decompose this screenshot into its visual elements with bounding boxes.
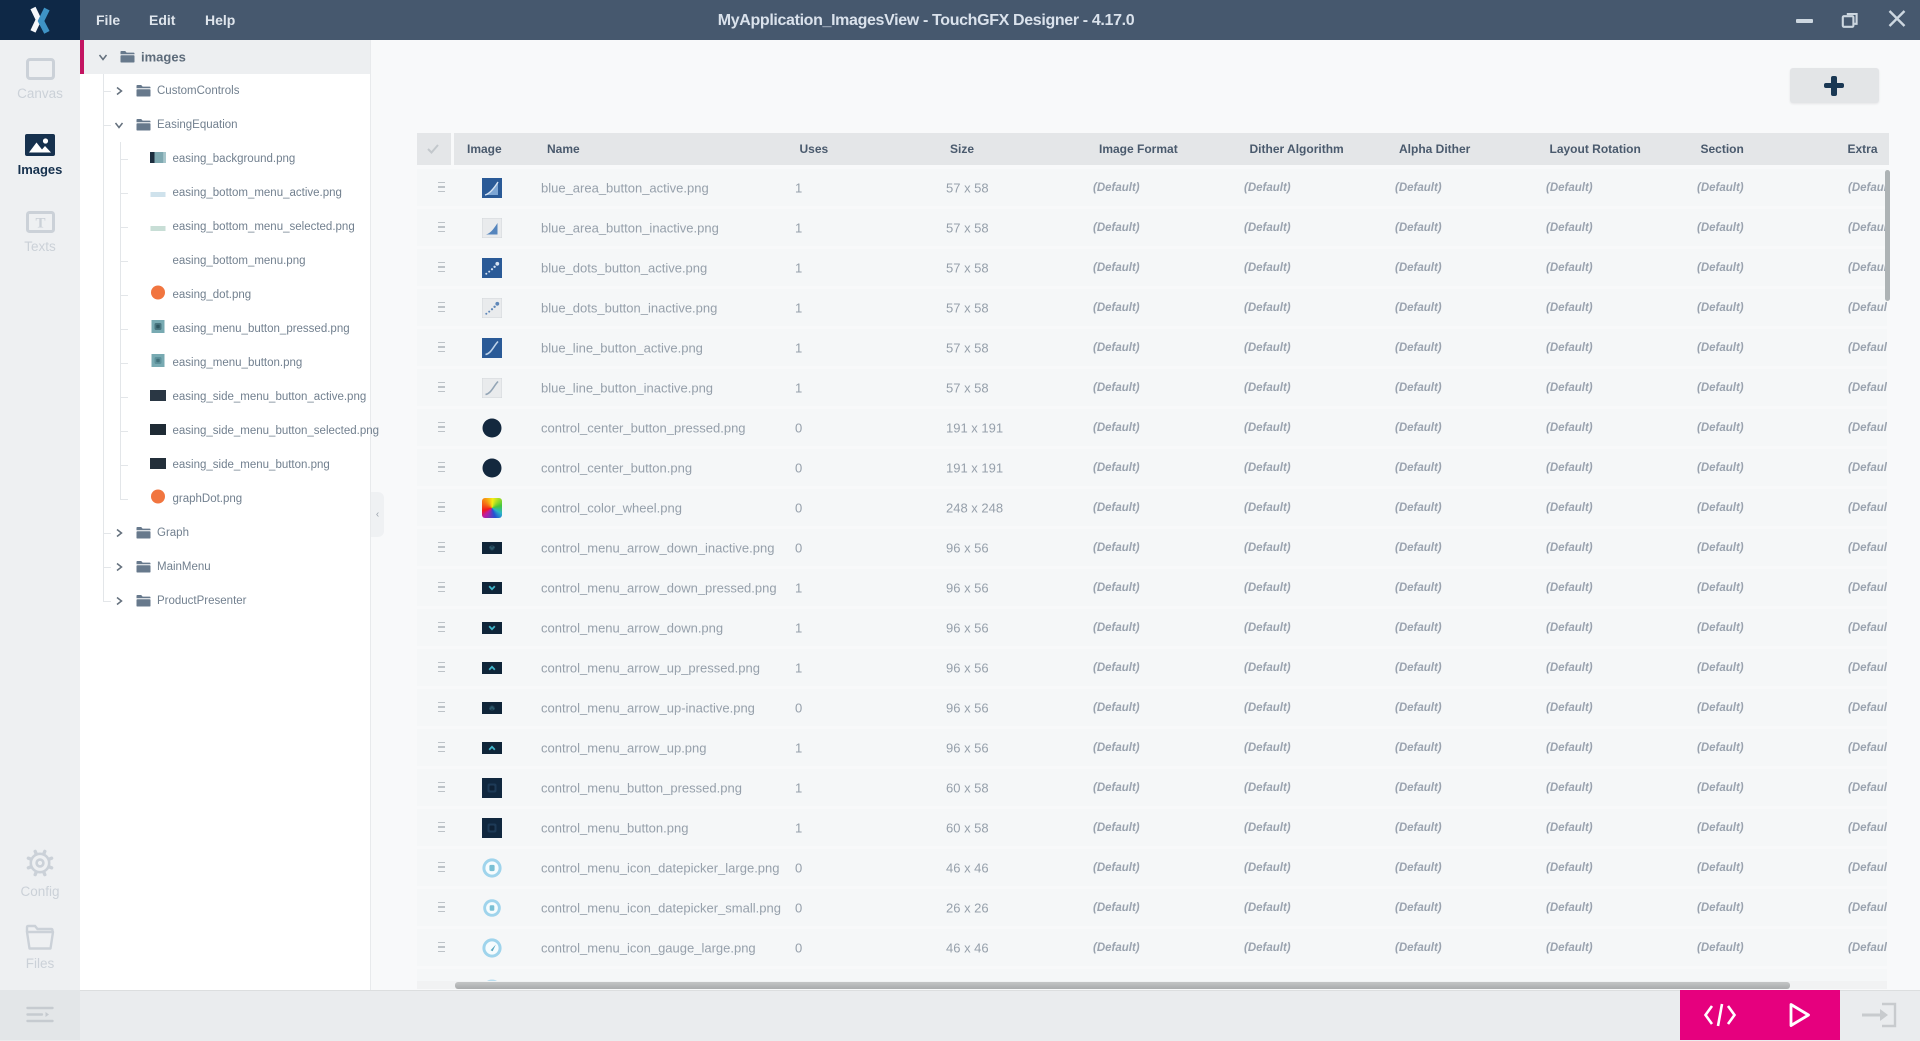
svg-text:T: T (35, 216, 45, 232)
